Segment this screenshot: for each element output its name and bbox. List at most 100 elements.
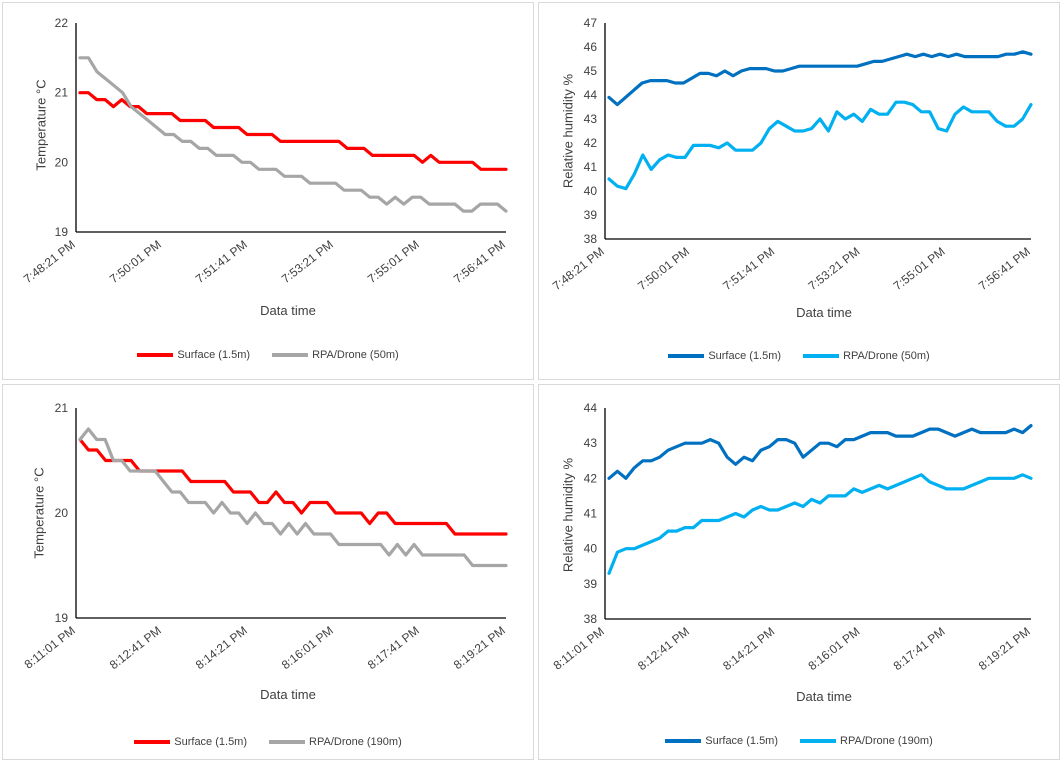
- y-tick-label: 21: [55, 401, 69, 415]
- y-tick-label: 39: [584, 577, 598, 591]
- y-tick-label: 19: [55, 225, 69, 239]
- legend-swatch: [272, 353, 309, 357]
- x-tick-label: 7:50:01 PM: [107, 237, 164, 286]
- chart-svg: 19 20 21 8:11:01 PM 8:12:41 PM 8:14:21 PM 8:16…: [22, 401, 508, 672]
- series-line: [78, 56, 508, 213]
- x-axis-label: Data time: [796, 305, 852, 320]
- x-tick-label: 8:16:01 PM: [805, 624, 862, 673]
- legend-label: Surface (1.5m): [174, 736, 248, 748]
- x-tick-label: 8:19:21 PM: [976, 624, 1033, 673]
- legend-entry: Surface (1.5m): [134, 736, 247, 748]
- chart-svg: 38 39 40 41 42 43 44 8:11:01 PM 8:12:41 PM 8:14:2…: [551, 401, 1033, 673]
- y-tick-label: 40: [584, 184, 598, 198]
- legend-swatch: [137, 353, 174, 357]
- legend-label: RPA/Drone (190m): [840, 735, 933, 747]
- x-tick-label: 7:56:41 PM: [976, 244, 1033, 293]
- legend: Surface (1.5m) RPA/Drone (190m): [539, 735, 1059, 747]
- x-tick-label: 8:11:01 PM: [551, 624, 607, 672]
- legend-swatch: [668, 354, 705, 358]
- legend-label: RPA/Drone (50m): [843, 350, 930, 362]
- chart-svg: 19 20 21 22 7:48:21 PM 7:50:01 PM 7:51:41 PM 7:…: [21, 16, 508, 286]
- y-tick-label: 43: [584, 436, 598, 450]
- x-tick-label: 7:51:41 PM: [193, 237, 250, 286]
- legend: Surface (1.5m) RPA/Drone (50m): [539, 350, 1059, 362]
- y-tick-label: 20: [55, 155, 69, 169]
- y-tick-label: 40: [584, 542, 598, 556]
- legend-entry: RPA/Drone (190m): [800, 735, 933, 747]
- legend-swatch: [800, 739, 837, 743]
- series-line: [78, 91, 508, 171]
- y-axis-label: Temperature °C: [31, 467, 47, 559]
- legend-label: Surface (1.5m): [705, 735, 779, 747]
- y-tick-label: 46: [584, 40, 598, 54]
- chart-panel-temperature-bottom: 19 20 21 8:11:01 PM 8:12:41 PM 8:14:21 PM 8:16…: [2, 384, 534, 760]
- x-tick-label: 8:14:21 PM: [193, 623, 250, 672]
- legend-label: RPA/Drone (50m): [312, 349, 399, 361]
- y-tick-label: 45: [584, 64, 598, 78]
- legend-entry: Surface (1.5m): [668, 350, 781, 362]
- y-tick-label: 19: [55, 611, 69, 625]
- series-line: [78, 437, 508, 536]
- x-tick-label: 7:50:01 PM: [635, 244, 692, 293]
- x-tick-label: 8:16:01 PM: [279, 623, 336, 672]
- x-tick-label: 7:53:21 PM: [279, 237, 336, 286]
- y-axis-label: Relative humidity %: [560, 457, 576, 573]
- y-tick-label: 41: [584, 160, 598, 174]
- x-tick-label: 8:17:41 PM: [891, 624, 948, 673]
- series-line: [607, 473, 1033, 575]
- x-tick-label: 7:51:41 PM: [720, 244, 777, 293]
- chart-panel-temperature-top: 19 20 21 22 7:48:21 PM 7:50:01 PM 7:51:41 PM 7:…: [2, 2, 534, 380]
- x-tick-label: 8:14:21 PM: [720, 624, 777, 673]
- chart-svg: 38 39 40 41 42 43 44 45 46 47 7:48:21 PM 7:50:01 PM…: [550, 16, 1033, 293]
- x-tick-label: 8:19:21 PM: [451, 623, 508, 672]
- chart-panel-humidity-bottom: 38 39 40 41 42 43 44 8:11:01 PM 8:12:41 PM 8:14:2…: [538, 384, 1060, 760]
- x-tick-label: 8:12:41 PM: [107, 623, 164, 672]
- x-tick-label: 8:11:01 PM: [22, 623, 78, 671]
- y-tick-label: 42: [584, 471, 598, 485]
- x-tick-label: 7:53:21 PM: [805, 244, 862, 293]
- legend-swatch: [269, 740, 306, 744]
- y-tick-label: 44: [584, 88, 598, 102]
- y-tick-label: 42: [584, 136, 598, 150]
- legend-swatch: [134, 740, 171, 744]
- x-axis-label: Data time: [260, 303, 316, 318]
- legend-swatch: [803, 354, 840, 358]
- series-line: [607, 100, 1033, 191]
- y-axis-label: Temperature °C: [33, 79, 49, 171]
- legend-entry: RPA/Drone (50m): [803, 350, 930, 362]
- x-tick-label: 7:48:21 PM: [21, 237, 78, 286]
- legend-entry: Surface (1.5m): [137, 349, 250, 361]
- y-tick-label: 43: [584, 112, 598, 126]
- legend: Surface (1.5m) RPA/Drone (50m): [3, 349, 533, 361]
- legend-label: Surface (1.5m): [708, 350, 782, 362]
- legend: Surface (1.5m) RPA/Drone (190m): [3, 736, 533, 748]
- y-tick-label: 22: [55, 16, 69, 30]
- y-tick-label: 47: [584, 16, 598, 30]
- x-tick-label: 8:17:41 PM: [365, 623, 422, 672]
- series-line: [607, 423, 1033, 480]
- series-line: [607, 50, 1033, 107]
- x-tick-label: 7:55:01 PM: [891, 244, 948, 293]
- x-axis-label: Data time: [796, 689, 852, 704]
- x-tick-label: 8:12:41 PM: [635, 624, 692, 673]
- y-tick-label: 21: [55, 86, 69, 100]
- legend-label: RPA/Drone (190m): [309, 736, 402, 748]
- y-tick-label: 38: [584, 232, 598, 246]
- series-line: [78, 427, 508, 568]
- y-tick-label: 38: [584, 612, 598, 626]
- y-axis-label: Relative humidity %: [560, 73, 576, 189]
- legend-label: Surface (1.5m): [177, 349, 251, 361]
- x-tick-label: 7:48:21 PM: [550, 244, 607, 293]
- x-tick-label: 7:56:41 PM: [451, 237, 508, 286]
- legend-entry: RPA/Drone (50m): [272, 349, 399, 361]
- x-tick-label: 7:55:01 PM: [365, 237, 422, 286]
- y-tick-label: 41: [584, 507, 598, 521]
- legend-swatch: [665, 739, 702, 743]
- y-tick-label: 20: [55, 506, 69, 520]
- y-tick-label: 44: [584, 401, 598, 415]
- x-axis-label: Data time: [260, 687, 316, 702]
- chart-panel-humidity-top: 38 39 40 41 42 43 44 45 46 47 7:48:21 PM 7:50:01 PM…: [538, 2, 1060, 380]
- y-tick-label: 39: [584, 208, 598, 222]
- legend-entry: Surface (1.5m): [665, 735, 778, 747]
- legend-entry: RPA/Drone (190m): [269, 736, 402, 748]
